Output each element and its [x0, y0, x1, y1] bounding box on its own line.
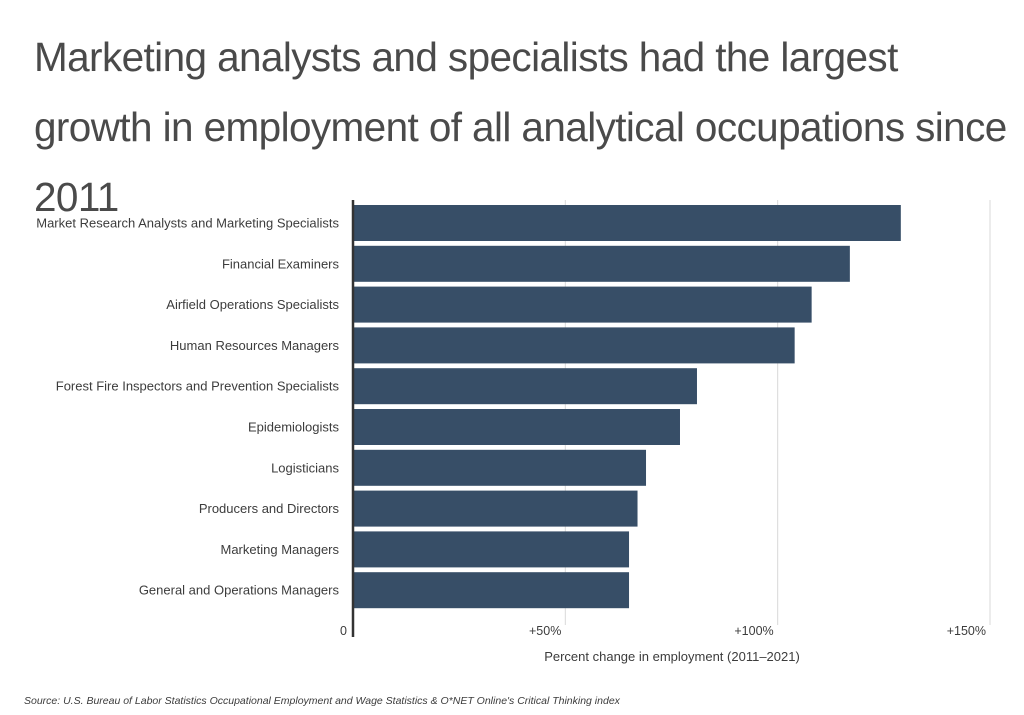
category-label: Epidemiologists [248, 420, 340, 435]
source-note: Source: U.S. Bureau of Labor Statistics … [24, 695, 620, 707]
bar-chart: Market Research Analysts and Marketing S… [0, 190, 1024, 675]
category-label: Market Research Analysts and Marketing S… [36, 216, 339, 231]
x-tick-label: +100% [734, 624, 773, 638]
bar [353, 327, 795, 363]
bar [353, 450, 646, 486]
category-label: Logisticians [271, 460, 339, 475]
category-label: Producers and Directors [199, 501, 340, 516]
x-tick-labels: 0 +50% +100% +150% [340, 624, 986, 638]
x-axis-title: Percent change in employment (2011–2021) [544, 649, 800, 664]
category-label: Airfield Operations Specialists [166, 297, 339, 312]
bar [353, 491, 638, 527]
bars [353, 205, 901, 608]
category-label: General and Operations Managers [139, 583, 340, 598]
category-labels: Market Research Analysts and Marketing S… [36, 216, 339, 598]
category-label: Forest Fire Inspectors and Prevention Sp… [56, 379, 340, 394]
bar [353, 246, 850, 282]
category-label: Marketing Managers [221, 542, 340, 557]
bar [353, 368, 697, 404]
bar [353, 287, 812, 323]
bar [353, 205, 901, 241]
x-tick-label: +50% [529, 624, 561, 638]
bar [353, 409, 680, 445]
x-tick-label: 0 [340, 624, 347, 638]
bar [353, 531, 629, 567]
x-tick-label: +150% [947, 624, 986, 638]
category-label: Human Resources Managers [170, 338, 340, 353]
category-label: Financial Examiners [222, 256, 340, 271]
bar [353, 572, 629, 608]
